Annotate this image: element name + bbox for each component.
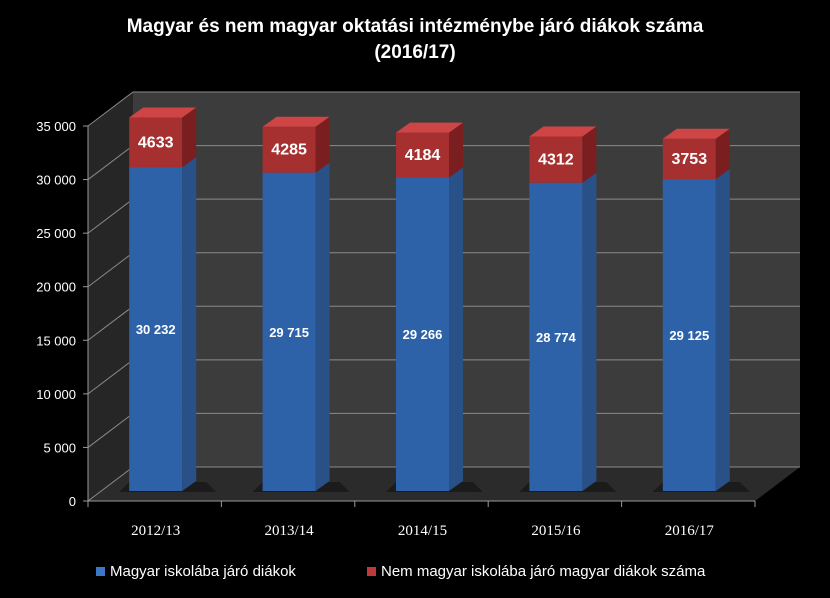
data-label: 29 715 bbox=[269, 325, 309, 340]
bar-side bbox=[715, 168, 730, 492]
data-label: 28 774 bbox=[536, 330, 577, 345]
y-tick-label: 10 000 bbox=[36, 387, 76, 402]
bar-side bbox=[315, 162, 330, 491]
bar-front bbox=[129, 117, 183, 168]
title-line-1: Magyar és nem magyar oktatási intézményb… bbox=[126, 16, 704, 37]
bar-segment: 28 774 bbox=[529, 172, 597, 491]
bar-segment: 4184 bbox=[396, 122, 463, 178]
bar-front bbox=[129, 167, 183, 492]
bar-segment: 29 125 bbox=[662, 168, 730, 492]
y-tick-label: 0 bbox=[69, 494, 76, 509]
y-tick-label: 20 000 bbox=[36, 280, 76, 295]
data-label: 4633 bbox=[138, 134, 174, 151]
legend-label: Nem magyar iskolába járó magyar diákok s… bbox=[381, 563, 706, 580]
bar-side bbox=[582, 126, 597, 183]
bar-top bbox=[529, 126, 597, 137]
bar-segment: 3753 bbox=[662, 128, 730, 179]
legend-item-magyar: Magyar iskolába járó diákok bbox=[96, 563, 296, 580]
gridline bbox=[87, 91, 800, 127]
x-tick-label: 2012/13 bbox=[131, 523, 180, 539]
bar-side bbox=[582, 172, 597, 491]
data-label: 29 266 bbox=[403, 327, 443, 342]
title-line-2: (2016/17) bbox=[374, 42, 456, 63]
side-wall bbox=[88, 92, 133, 501]
data-label: 4184 bbox=[405, 147, 441, 164]
x-tick-label: 2016/17 bbox=[665, 523, 715, 539]
bar-segment: 4312 bbox=[529, 126, 597, 183]
bar-top bbox=[396, 122, 463, 133]
y-tick-label: 35 000 bbox=[36, 119, 76, 134]
y-tick-label: 15 000 bbox=[36, 333, 76, 348]
bar-front bbox=[529, 136, 583, 183]
bar-front bbox=[396, 132, 449, 178]
bar-top bbox=[662, 128, 730, 139]
bar-side bbox=[182, 107, 197, 168]
bar-segment: 4633 bbox=[129, 107, 197, 168]
bar-top bbox=[129, 107, 197, 118]
legend-item-nem-magyar: Nem magyar iskolába járó magyar diákok s… bbox=[367, 563, 705, 580]
y-tick-label: 25 000 bbox=[36, 226, 76, 241]
bar-side bbox=[449, 167, 463, 491]
legend-swatch-red bbox=[367, 567, 376, 576]
x-tick-label: 2015/16 bbox=[531, 523, 581, 539]
legend-label: Magyar iskolába járó diákok bbox=[110, 563, 296, 580]
bar-side bbox=[449, 122, 463, 178]
data-label: 3753 bbox=[672, 151, 708, 168]
data-label: 29 125 bbox=[669, 328, 709, 343]
bar-top bbox=[262, 116, 330, 127]
data-label: 4285 bbox=[271, 142, 307, 159]
legend-swatch-blue bbox=[96, 567, 105, 576]
bar-front bbox=[396, 177, 449, 491]
bar-segment: 29 715 bbox=[262, 162, 330, 491]
x-tick-label: 2013/14 bbox=[265, 523, 315, 539]
chart-title: Magyar és nem magyar oktatási intézményb… bbox=[0, 14, 830, 66]
bar-front bbox=[662, 138, 716, 179]
y-tick-label: 30 000 bbox=[36, 173, 76, 188]
bar-front bbox=[262, 126, 316, 173]
bar-front bbox=[529, 182, 583, 491]
data-label: 4312 bbox=[538, 152, 574, 169]
x-tick-label: 2014/15 bbox=[398, 523, 447, 539]
bar-side bbox=[715, 128, 730, 179]
bar-segment: 29 266 bbox=[396, 167, 463, 491]
bar-front bbox=[662, 178, 716, 492]
bar-front bbox=[262, 172, 316, 491]
data-label: 30 232 bbox=[136, 322, 176, 337]
bar-side bbox=[315, 116, 330, 173]
y-tick-label: 5 000 bbox=[43, 440, 76, 455]
bar-side bbox=[182, 157, 197, 492]
bar-segment: 30 232 bbox=[129, 157, 197, 492]
bar-segment: 4285 bbox=[262, 116, 330, 173]
